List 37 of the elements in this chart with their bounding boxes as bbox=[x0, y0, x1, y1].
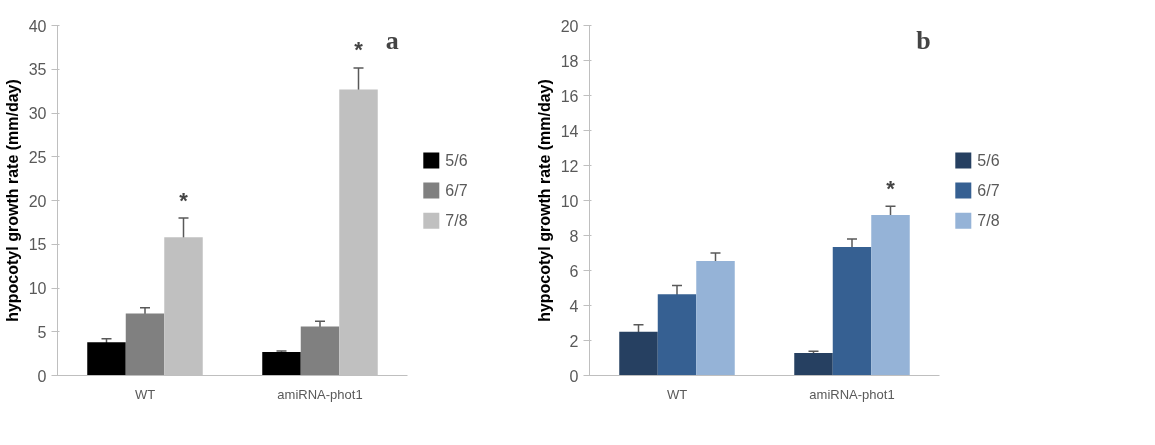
y-tick-label: 4 bbox=[569, 297, 579, 315]
x-tick-label: amiRNA-phot1 bbox=[277, 386, 363, 402]
y-tick-label: 15 bbox=[28, 236, 47, 254]
y-tick-label: 30 bbox=[28, 105, 47, 122]
y-tick-label: 0 bbox=[569, 367, 579, 385]
annotation: * bbox=[886, 175, 896, 201]
y-tick-label: 8 bbox=[569, 227, 579, 245]
y-tick-label: 5 bbox=[37, 323, 47, 341]
legend-label: 5/6 bbox=[445, 151, 468, 169]
y-tick-label: 10 bbox=[28, 280, 47, 297]
legend-label: 5/6 bbox=[977, 151, 1000, 169]
y-tick-label: 35 bbox=[28, 61, 47, 79]
y-tick-label: 16 bbox=[560, 87, 579, 105]
x-tick-label: WT bbox=[134, 386, 156, 402]
legend-label: 7/8 bbox=[977, 212, 1000, 230]
x-tick-label: amiRNA-phot1 bbox=[809, 386, 895, 402]
x-tick-label: WT bbox=[666, 386, 688, 402]
y-tick-label: 40 bbox=[28, 17, 47, 35]
y-axis-title: hypocotyl growth rate (mm/day) bbox=[535, 79, 553, 322]
y-tick-label: 12 bbox=[560, 157, 579, 175]
annotation: a bbox=[385, 25, 399, 55]
legend-label: 7/8 bbox=[445, 212, 468, 230]
y-tick-label: 6 bbox=[569, 262, 579, 280]
legend-label: 6/7 bbox=[977, 182, 1000, 200]
legend-label: 6/7 bbox=[445, 182, 468, 200]
y-tick-label: 18 bbox=[560, 52, 579, 70]
y-tick-label: 20 bbox=[560, 17, 579, 35]
y-tick-label: 0 bbox=[37, 367, 47, 385]
annotation: * bbox=[179, 187, 189, 213]
annotation: b bbox=[916, 25, 931, 55]
y-tick-label: 25 bbox=[28, 148, 47, 166]
annotation: * bbox=[354, 37, 364, 63]
y-axis-title: hypocotyl growth rate (mm/day) bbox=[3, 79, 21, 322]
y-tick-label: 20 bbox=[28, 192, 47, 210]
y-tick-label: 2 bbox=[569, 332, 579, 350]
y-tick-label: 10 bbox=[560, 192, 579, 210]
y-tick-label: 14 bbox=[560, 122, 579, 140]
